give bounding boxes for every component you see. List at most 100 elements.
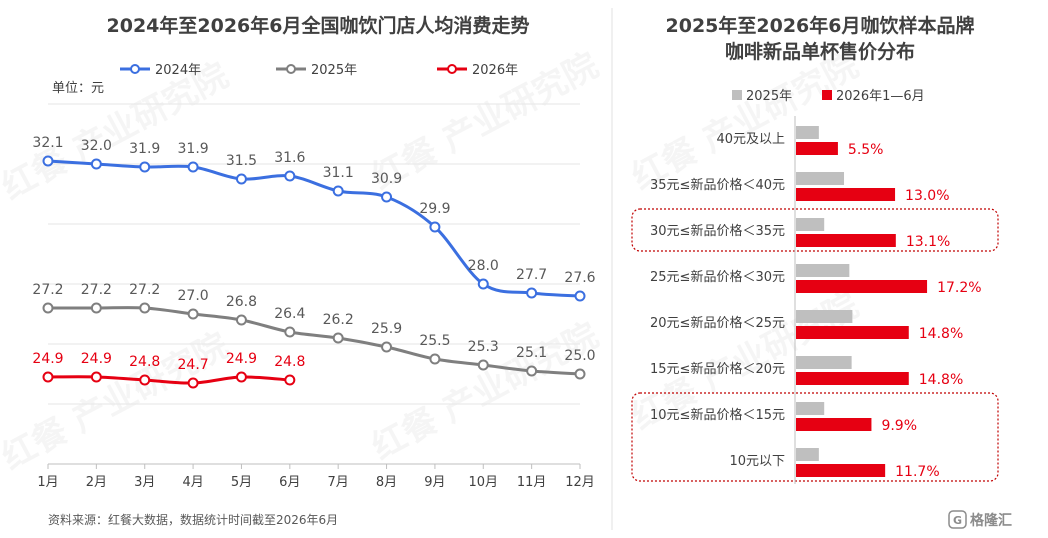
bar-chart-title-line1: 2025年至2026年6月咖饮样本品牌 bbox=[666, 14, 975, 37]
data-label: 31.6 bbox=[274, 150, 305, 166]
bar-chart-panel: 2025年至2026年6月咖饮样本品牌 咖啡新品单杯售价分布 2025年 202… bbox=[631, 14, 999, 484]
line-chart-panel: 2024年至2026年6月全国咖饮门店人均消费走势 2024年 2025年 20… bbox=[32, 14, 595, 490]
x-tick-label: 12月 bbox=[565, 475, 595, 490]
data-point bbox=[526, 365, 538, 377]
bar-2025 bbox=[796, 218, 825, 231]
data-point bbox=[90, 371, 102, 383]
bar-value-label: 13.0% bbox=[905, 188, 949, 204]
data-label: 27.6 bbox=[564, 270, 595, 286]
x-tick-label: 2月 bbox=[86, 475, 107, 490]
bar-2025 bbox=[796, 126, 819, 139]
data-point bbox=[477, 359, 489, 371]
bar-2026 bbox=[796, 372, 909, 385]
data-label: 27.2 bbox=[129, 282, 160, 298]
highlight-frame bbox=[631, 392, 999, 482]
gelonghui-logo: G 格隆汇 bbox=[948, 510, 1012, 529]
data-point bbox=[139, 161, 151, 173]
bar-chart-legend: 2025年 2026年1—6月 bbox=[732, 89, 925, 104]
data-point bbox=[429, 221, 441, 233]
watermark-text: 红餐 产业研究院 bbox=[0, 55, 235, 208]
category-label: 30元≤新品价格＜35元 bbox=[650, 223, 785, 239]
data-label: 24.9 bbox=[81, 351, 112, 367]
legend-label-2026-bar: 2026年1—6月 bbox=[836, 89, 925, 104]
line-chart-series: 32.1 32.0 31.9 31.9 31.5 31.6 31.1 30.9 29.9 28.0… bbox=[32, 135, 596, 389]
bar-2026 bbox=[796, 234, 896, 247]
source-footnote: 资料来源：红餐大数据，数据统计时间截至2026年6月 bbox=[48, 512, 338, 527]
data-point bbox=[90, 158, 102, 170]
data-label: 26.4 bbox=[274, 306, 305, 322]
bar-2026 bbox=[796, 418, 872, 431]
data-label: 30.9 bbox=[371, 171, 402, 187]
data-point bbox=[381, 191, 393, 203]
bar-2025 bbox=[796, 402, 825, 415]
line-chart-title: 2024年至2026年6月全国咖饮门店人均消费走势 bbox=[107, 14, 530, 37]
data-label: 27.0 bbox=[178, 288, 209, 304]
legend-item-2026: 2026年 bbox=[437, 63, 518, 78]
x-tick-label: 5月 bbox=[231, 475, 252, 490]
x-tick-label: 1月 bbox=[37, 475, 58, 490]
data-label: 31.5 bbox=[226, 153, 257, 169]
bar-value-label: 11.7% bbox=[895, 464, 939, 480]
data-point bbox=[235, 371, 247, 383]
legend-label-2025: 2025年 bbox=[311, 63, 357, 78]
data-point bbox=[381, 341, 393, 353]
bar-2025 bbox=[796, 356, 852, 369]
data-label: 24.9 bbox=[32, 351, 63, 367]
data-label: 25.5 bbox=[419, 333, 450, 349]
logo-icon-glyph: G bbox=[953, 514, 962, 527]
data-label: 32.1 bbox=[32, 135, 63, 151]
data-point bbox=[284, 326, 296, 338]
bar-value-label: 13.1% bbox=[906, 234, 950, 250]
data-label: 29.9 bbox=[419, 201, 450, 217]
data-label: 26.2 bbox=[323, 312, 354, 328]
highlight-frame bbox=[631, 208, 999, 252]
data-label: 25.1 bbox=[516, 345, 547, 361]
data-label: 24.9 bbox=[226, 351, 257, 367]
data-point bbox=[235, 173, 247, 185]
data-point bbox=[42, 302, 54, 314]
category-label: 25元≤新品价格＜30元 bbox=[650, 269, 785, 285]
bar-chart-title-line2: 咖啡新品单杯售价分布 bbox=[725, 40, 915, 63]
x-tick-label: 7月 bbox=[328, 475, 349, 490]
legend-swatch-2026 bbox=[822, 90, 832, 100]
data-point bbox=[187, 308, 199, 320]
legend-label-2025-bar: 2025年 bbox=[746, 89, 792, 104]
data-point bbox=[235, 314, 247, 326]
data-label: 27.2 bbox=[32, 282, 63, 298]
data-point bbox=[90, 302, 102, 314]
data-point bbox=[284, 170, 296, 182]
bar-2025 bbox=[796, 172, 845, 185]
x-tick-label: 8月 bbox=[376, 475, 397, 490]
data-label: 25.3 bbox=[468, 339, 499, 355]
data-point bbox=[526, 287, 538, 299]
x-tick-label: 3月 bbox=[134, 475, 155, 490]
data-point bbox=[574, 368, 586, 380]
legend-label-2026: 2026年 bbox=[472, 63, 518, 78]
bar-2026 bbox=[796, 326, 909, 339]
data-point bbox=[477, 278, 489, 290]
category-label: 35元≤新品价格＜40元 bbox=[650, 177, 785, 193]
series-line-2024年 bbox=[47, 159, 581, 298]
bar-2026 bbox=[796, 188, 896, 201]
bar-2026 bbox=[796, 464, 886, 477]
data-label: 24.8 bbox=[274, 354, 305, 370]
data-point bbox=[574, 290, 586, 302]
bar-2025 bbox=[796, 264, 850, 277]
data-point bbox=[187, 161, 199, 173]
category-label: 10元以下 bbox=[729, 454, 785, 469]
x-tick-label: 4月 bbox=[182, 475, 203, 490]
watermark-text: 红餐 产业研究院 bbox=[0, 325, 235, 478]
bar-2025 bbox=[796, 310, 853, 323]
data-label: 24.8 bbox=[129, 354, 160, 370]
data-label: 26.8 bbox=[226, 294, 257, 310]
bar-chart-highlights bbox=[631, 208, 999, 482]
data-point bbox=[332, 332, 344, 344]
category-label: 40元及以上 bbox=[716, 132, 785, 147]
unit-label: 单位：元 bbox=[52, 81, 104, 96]
data-point bbox=[139, 302, 151, 314]
data-label: 31.9 bbox=[178, 141, 209, 157]
x-tick-label: 11月 bbox=[517, 475, 547, 490]
bar-value-label: 9.9% bbox=[881, 418, 917, 434]
bar-value-label: 5.5% bbox=[848, 142, 884, 158]
